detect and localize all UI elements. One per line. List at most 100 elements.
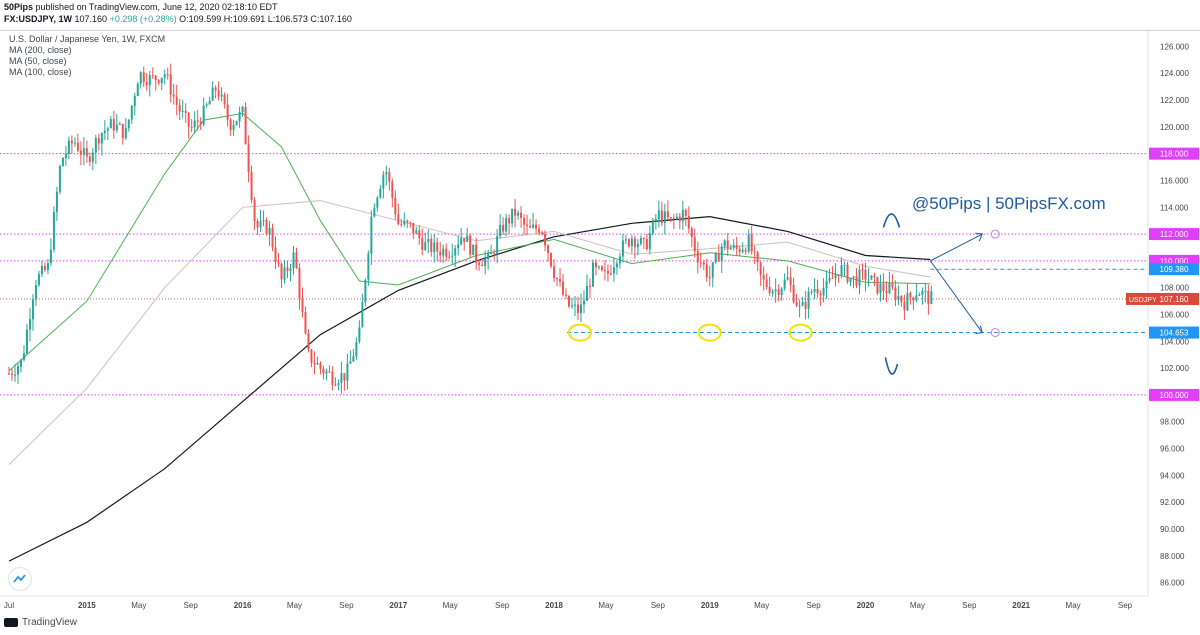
candle-body bbox=[496, 236, 499, 254]
symbol-line: FX:USDJPY, 1W 107.160 +0.298 (+0.28%) O:… bbox=[4, 14, 352, 24]
candle-body bbox=[526, 224, 529, 226]
publisher-name[interactable]: 50Pips bbox=[4, 2, 34, 12]
y-tick-label: 96.000 bbox=[1160, 445, 1185, 454]
candle-body bbox=[867, 279, 870, 281]
candle-body bbox=[909, 293, 912, 298]
candle-body bbox=[94, 137, 97, 153]
x-tick-label: 2019 bbox=[701, 601, 719, 610]
level-price-label: 104.653 bbox=[1160, 329, 1189, 338]
projection-down-arrow bbox=[929, 260, 983, 333]
candle-body bbox=[523, 218, 526, 225]
candle-body bbox=[430, 238, 433, 253]
goto-realtime-button[interactable] bbox=[8, 567, 32, 591]
level-price-tag bbox=[1149, 326, 1199, 339]
y-tick-label: 116.000 bbox=[1160, 176, 1189, 185]
candle-body bbox=[385, 172, 388, 175]
candle-body bbox=[64, 154, 67, 159]
candle-body bbox=[780, 288, 783, 295]
open-value: O:109.599 bbox=[179, 14, 222, 24]
candle-body bbox=[642, 238, 645, 240]
candle-body bbox=[789, 277, 792, 286]
candle-body bbox=[840, 265, 843, 276]
legend-ma50[interactable]: MA (50, close) bbox=[9, 56, 67, 66]
candle-body bbox=[103, 130, 106, 134]
candle-body bbox=[391, 181, 394, 198]
candle-body bbox=[421, 238, 424, 250]
candle-body bbox=[214, 87, 217, 91]
symbol-label[interactable]: FX:USDJPY, 1W bbox=[4, 14, 73, 24]
last-price-label: 107.160 bbox=[1160, 295, 1189, 304]
candle-body bbox=[229, 119, 232, 131]
candle-body bbox=[115, 124, 118, 131]
candle-body bbox=[699, 262, 702, 264]
candle-body bbox=[250, 172, 253, 200]
candle-body bbox=[196, 120, 199, 122]
chart-area[interactable]: 86.000 88.000 90.000 92.000 94.000 96.000 98.0… bbox=[0, 30, 1200, 613]
candle-body bbox=[361, 302, 364, 328]
candle-body bbox=[55, 191, 58, 212]
legend-ma200[interactable]: MA (200, close) bbox=[9, 45, 72, 55]
candle-body bbox=[187, 112, 190, 127]
level-price-label: 118.000 bbox=[1160, 150, 1189, 159]
candle-body bbox=[918, 294, 921, 296]
candle-body bbox=[810, 291, 813, 293]
candle-body bbox=[19, 359, 22, 367]
candle-body bbox=[166, 74, 169, 76]
publish-line: 50Pips published on TradingView.com, Jun… bbox=[4, 2, 278, 12]
alert-icon bbox=[990, 229, 1000, 239]
candle-body bbox=[133, 96, 136, 106]
candle-body bbox=[532, 224, 535, 228]
candle-body bbox=[73, 142, 76, 144]
ma-line bbox=[8, 112, 931, 372]
candle-body bbox=[184, 110, 187, 113]
candle-body bbox=[744, 249, 747, 252]
candle-body bbox=[627, 239, 630, 247]
level-price-label: 110.000 bbox=[1160, 257, 1189, 266]
candle-body bbox=[346, 363, 349, 381]
candle-body bbox=[804, 302, 807, 309]
candle-body bbox=[487, 253, 490, 260]
projection-down-arrowhead bbox=[975, 325, 983, 335]
candle-body bbox=[460, 238, 463, 245]
legend-ma100[interactable]: MA (100, close) bbox=[9, 67, 72, 77]
candle-body bbox=[124, 128, 127, 139]
candle-body bbox=[28, 319, 31, 330]
candle-body bbox=[556, 278, 559, 280]
candle-body bbox=[484, 259, 487, 266]
close-value: C:107.160 bbox=[310, 14, 352, 24]
candle-body bbox=[672, 217, 675, 219]
candle-body bbox=[241, 106, 244, 113]
candle-body bbox=[328, 371, 331, 373]
watermark-text: @50Pips | 50PipsFX.com bbox=[912, 194, 1106, 213]
candle-body bbox=[666, 211, 669, 218]
candle-body bbox=[588, 286, 591, 288]
candle-body bbox=[762, 275, 765, 280]
candle-body bbox=[864, 269, 867, 280]
tradingview-logo[interactable]: TradingView bbox=[4, 617, 77, 628]
level-price-tag bbox=[1149, 263, 1199, 276]
candle-body bbox=[190, 126, 193, 128]
candle-body bbox=[885, 291, 888, 294]
candle-body bbox=[702, 262, 705, 265]
candle-body bbox=[268, 227, 271, 235]
candle-body bbox=[286, 267, 289, 272]
candle-body bbox=[708, 276, 711, 278]
candle-body bbox=[373, 207, 376, 217]
candle-body bbox=[322, 368, 325, 374]
y-tick-label: 106.000 bbox=[1160, 311, 1189, 320]
candle-body bbox=[358, 327, 361, 342]
candle-body bbox=[505, 218, 508, 232]
candle-body bbox=[157, 80, 160, 84]
candle-body bbox=[43, 265, 46, 270]
candle-body bbox=[912, 297, 915, 301]
x-tick-label: Jul bbox=[4, 601, 14, 610]
candle-body bbox=[550, 253, 553, 267]
series-title[interactable]: U.S. Dollar / Japanese Yen, 1W, FXCM bbox=[9, 34, 166, 44]
candle-body bbox=[535, 224, 538, 229]
price-chart[interactable]: 86.000 88.000 90.000 92.000 94.000 96.000 98.0… bbox=[0, 31, 1200, 613]
candle-body bbox=[76, 142, 79, 151]
candle-body bbox=[67, 140, 70, 155]
candle-body bbox=[208, 100, 211, 105]
candle-body bbox=[798, 305, 801, 307]
candle-body bbox=[220, 94, 223, 97]
